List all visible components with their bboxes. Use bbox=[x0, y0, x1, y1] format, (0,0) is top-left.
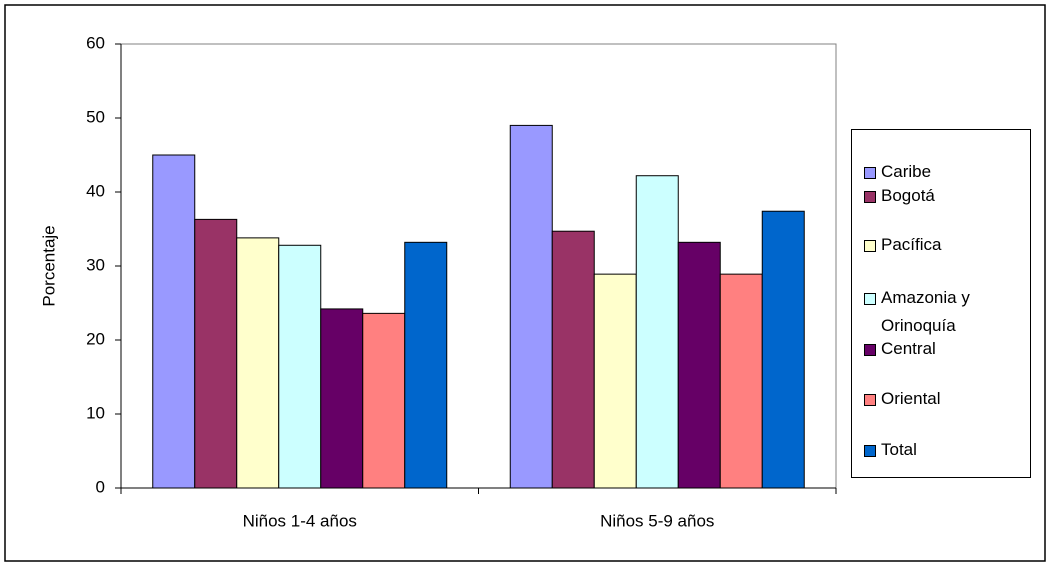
legend: Caribe Bogotá Pacífica Amazonia y Orinoquía… bbox=[851, 129, 1031, 478]
bar bbox=[152, 154, 196, 489]
y-tick-label: 0 bbox=[96, 477, 105, 496]
x-tick-label: Niños 1-4 años bbox=[243, 511, 357, 530]
bar bbox=[635, 175, 679, 489]
y-tick-label: 60 bbox=[86, 33, 105, 52]
legend-swatch bbox=[864, 167, 876, 179]
y-tick-label: 30 bbox=[86, 255, 105, 274]
legend-label: Pacífica bbox=[881, 235, 942, 254]
y-tick-label: 10 bbox=[86, 403, 105, 422]
x-tick-label: Niños 5-9 años bbox=[600, 511, 714, 530]
y-axis-title: Porcentaje bbox=[39, 225, 58, 306]
y-tick-label: 20 bbox=[86, 329, 105, 348]
legend-swatch bbox=[864, 191, 876, 203]
legend-swatch bbox=[864, 394, 876, 406]
bar bbox=[509, 124, 553, 489]
legend-label: Caribe bbox=[881, 162, 932, 181]
bar bbox=[278, 244, 322, 489]
legend-label: Oriental bbox=[881, 389, 941, 408]
bar bbox=[320, 308, 364, 489]
bar bbox=[677, 241, 721, 489]
bar bbox=[194, 218, 238, 489]
legend-swatch bbox=[864, 293, 876, 305]
bar bbox=[236, 237, 280, 489]
legend-swatch bbox=[864, 240, 876, 252]
bar bbox=[761, 210, 805, 489]
bar bbox=[404, 241, 448, 489]
legend-label: Bogotá bbox=[881, 186, 935, 205]
legend-label: Total bbox=[881, 440, 917, 459]
legend-label: Central bbox=[881, 339, 936, 358]
legend-swatch bbox=[864, 445, 876, 457]
bar bbox=[362, 312, 406, 489]
legend-swatch bbox=[864, 344, 876, 356]
bar bbox=[551, 230, 595, 489]
bar bbox=[593, 273, 637, 489]
y-tick-label: 50 bbox=[86, 107, 105, 126]
bar bbox=[719, 273, 763, 489]
frame bbox=[4, 4, 1046, 562]
legend-label: Amazonia y Orinoquía bbox=[881, 288, 970, 335]
y-tick-label: 40 bbox=[86, 181, 105, 200]
